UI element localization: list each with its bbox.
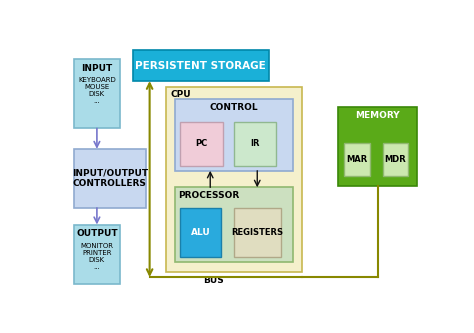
Bar xyxy=(181,122,223,166)
Bar xyxy=(175,99,292,171)
Bar xyxy=(344,143,370,176)
Bar xyxy=(234,122,276,166)
Bar xyxy=(338,107,418,186)
Bar xyxy=(181,208,221,257)
Bar xyxy=(74,224,120,284)
Text: KEYBOARD
MOUSE
DISK
...: KEYBOARD MOUSE DISK ... xyxy=(78,77,116,104)
Bar xyxy=(234,208,282,257)
Text: MDR: MDR xyxy=(384,155,406,164)
Bar xyxy=(166,87,301,272)
Bar xyxy=(175,187,292,262)
Text: REGISTERS: REGISTERS xyxy=(232,228,283,237)
Bar xyxy=(74,149,146,208)
Text: MEMORY: MEMORY xyxy=(356,111,400,120)
Text: OUTPUT: OUTPUT xyxy=(76,229,118,238)
Bar xyxy=(74,59,120,129)
Text: MONITOR
PRINTER
DISK
...: MONITOR PRINTER DISK ... xyxy=(81,242,113,269)
Text: PC: PC xyxy=(195,139,208,148)
Text: MAR: MAR xyxy=(346,155,367,164)
Text: BUS: BUS xyxy=(203,276,224,285)
Bar xyxy=(383,143,408,176)
Bar xyxy=(133,50,269,81)
Text: PERSISTENT STORAGE: PERSISTENT STORAGE xyxy=(135,61,266,71)
Text: INPUT/OUTPUT
CONTROLLERS: INPUT/OUTPUT CONTROLLERS xyxy=(72,169,148,188)
Text: ALU: ALU xyxy=(191,228,210,237)
Text: CPU: CPU xyxy=(170,91,191,100)
Text: PROCESSOR: PROCESSOR xyxy=(178,191,239,200)
Text: INPUT: INPUT xyxy=(81,64,112,73)
Text: IR: IR xyxy=(250,139,260,148)
Text: CONTROL: CONTROL xyxy=(210,103,258,112)
